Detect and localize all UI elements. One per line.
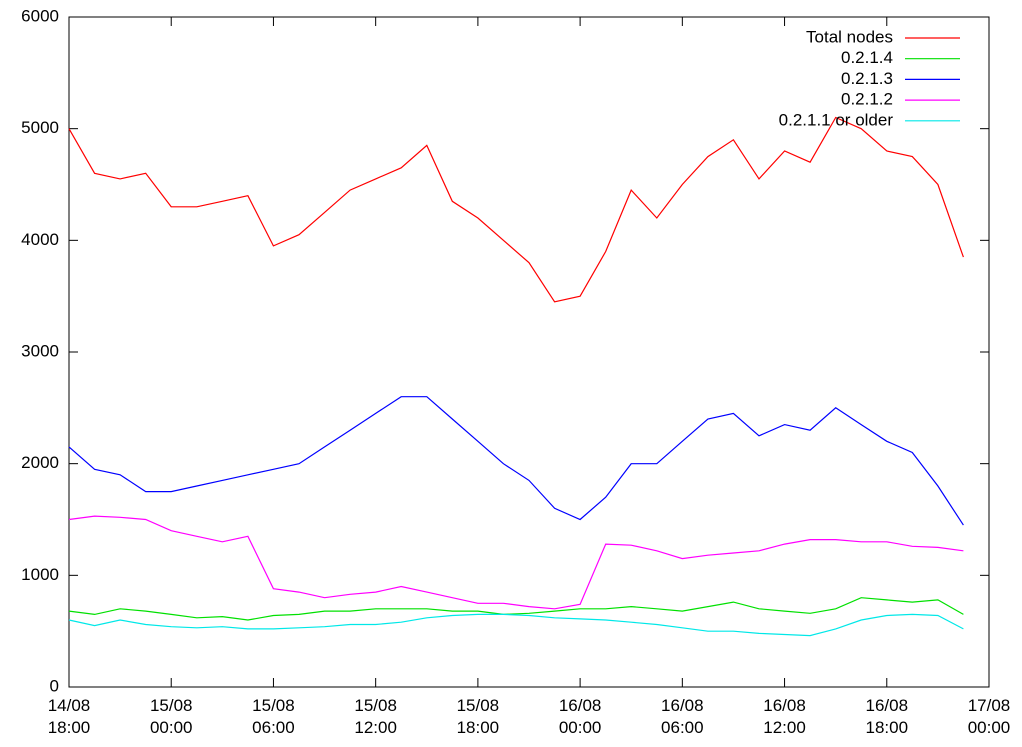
series-line <box>68 396 964 526</box>
series-line <box>68 515 964 610</box>
y-tick-label: 3000 <box>21 341 59 360</box>
y-tick-label: 6000 <box>21 6 59 25</box>
series-line <box>68 613 964 637</box>
x-tick-label: 15/08 18:00 <box>456 696 500 737</box>
series-line <box>68 597 964 621</box>
x-tick-label: 16/08 12:00 <box>763 696 806 737</box>
x-tick-label: 15/08 12:00 <box>354 696 397 737</box>
y-tick-label: 1000 <box>21 565 59 584</box>
x-tick-label: 14/08 18:00 <box>47 696 91 737</box>
y-tick-label: 0 <box>50 676 59 695</box>
x-tick-label: 16/08 18:00 <box>865 696 909 737</box>
y-tick-label: 4000 <box>21 230 59 249</box>
x-tick-label: 16/08 00:00 <box>558 696 602 737</box>
legend-label: Total nodes <box>806 27 893 46</box>
series-line <box>68 116 964 303</box>
y-tick-label: 5000 <box>21 118 59 137</box>
x-tick-label: 16/08 06:00 <box>661 696 704 737</box>
x-tick-label: 17/08 00:00 <box>967 696 1011 737</box>
y-tick-label: 2000 <box>21 453 59 472</box>
legend-label: 0.2.1.1 or older <box>779 110 894 129</box>
x-tick-label: 15/08 06:00 <box>252 696 295 737</box>
legend-label: 0.2.1.4 <box>841 48 893 67</box>
legend-label: 0.2.1.3 <box>841 69 893 88</box>
x-tick-label: 15/08 00:00 <box>149 696 193 737</box>
legend-label: 0.2.1.2 <box>841 90 893 109</box>
